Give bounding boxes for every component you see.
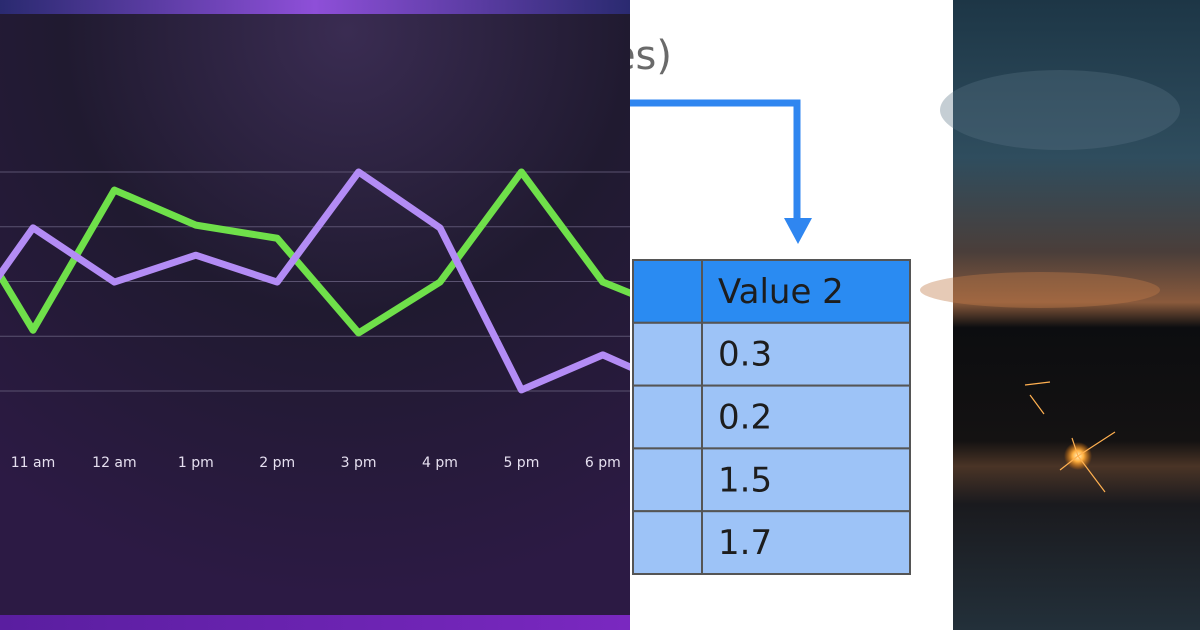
cell [701, 321, 911, 387]
arrow [630, 99, 801, 222]
series-line [0, 168, 630, 394]
cell [632, 384, 703, 450]
cell-text: 0.3 [718, 335, 772, 375]
cell-text: 1.5 [718, 460, 772, 500]
document-panel: es) Value 2 0.3 0.2 1.5 1.7 [611, 0, 953, 630]
bottom-bar [0, 615, 630, 630]
cell [701, 510, 911, 576]
series-line [0, 168, 630, 337]
header-text: Value 2 [718, 272, 844, 312]
x-tick-label: 6 pm [585, 455, 621, 471]
x-tick-label: 11 am [11, 455, 55, 471]
cell-text: 1.7 [718, 523, 772, 563]
x-tick-label: 5 pm [503, 455, 539, 471]
arrow-head [784, 218, 812, 244]
x-tick-label: 3 pm [341, 455, 377, 471]
chart-panel: 11 am 12 am 1 pm 2 pm 3 pm 4 pm 5 pm 6 pm [0, 0, 630, 630]
x-tick-label: 4 pm [422, 455, 458, 471]
table: Value 2 0.3 0.2 1.5 1.7 [632, 259, 911, 576]
cell [632, 447, 703, 513]
cloud [920, 272, 1160, 308]
x-tick-label: 12 am [92, 455, 136, 471]
cell [632, 321, 703, 387]
cell-text: 0.2 [718, 398, 772, 438]
cloud [940, 70, 1180, 150]
top-bar [0, 0, 630, 14]
sparks [1024, 381, 1116, 493]
x-tick-label: 2 pm [259, 455, 295, 471]
photo [953, 0, 1200, 630]
cell [701, 384, 911, 450]
header-cell [632, 259, 703, 324]
x-tick-label: 1 pm [178, 455, 214, 471]
header-cell [701, 259, 911, 324]
heading-fragment: es) [611, 33, 672, 79]
cell [701, 447, 911, 513]
photo-panel [920, 0, 1200, 630]
cell [632, 510, 703, 576]
chart-background [0, 0, 630, 630]
